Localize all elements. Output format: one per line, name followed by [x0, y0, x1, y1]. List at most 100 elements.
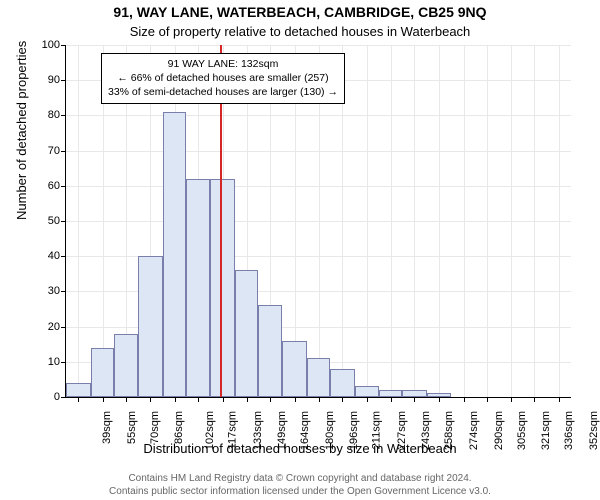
gridline-vertical — [367, 45, 368, 397]
histogram-bar — [186, 179, 211, 397]
x-tick-mark — [270, 397, 271, 402]
x-tick-mark — [175, 397, 176, 402]
histogram-bar — [91, 348, 114, 397]
x-tick-mark — [223, 397, 224, 402]
attribution-footer: Contains HM Land Registry data © Crown c… — [0, 473, 600, 498]
x-tick-label: 133sqm — [252, 411, 264, 450]
y-tick-label: 100 — [42, 39, 60, 51]
histogram-bar — [282, 341, 307, 397]
y-tick-mark — [61, 115, 66, 116]
footer-line-2: Contains public sector information licen… — [109, 486, 491, 497]
x-tick-label: 211sqm — [371, 411, 383, 449]
x-tick-label: 305sqm — [516, 411, 528, 450]
y-tick-mark — [61, 327, 66, 328]
gridline-vertical — [78, 45, 79, 397]
gridline-vertical — [439, 45, 440, 397]
x-tick-label: 258sqm — [444, 411, 456, 450]
x-tick-mark — [367, 397, 368, 402]
gridline-vertical — [559, 45, 560, 397]
x-tick-mark — [487, 397, 488, 402]
y-axis-label: Number of detached properties — [14, 41, 29, 220]
histogram-bar — [307, 358, 330, 397]
x-tick-label: 196sqm — [348, 411, 360, 450]
histogram-bar — [66, 383, 91, 397]
histogram-bar — [355, 386, 380, 397]
x-tick-mark — [295, 397, 296, 402]
x-tick-label: 70sqm — [149, 411, 161, 444]
y-tick-label: 40 — [48, 250, 60, 262]
x-tick-mark — [319, 397, 320, 402]
y-tick-label: 90 — [48, 74, 60, 86]
gridline-vertical — [487, 45, 488, 397]
y-tick-label: 30 — [48, 285, 60, 297]
histogram-bar — [402, 390, 427, 397]
y-tick-mark — [61, 397, 66, 398]
callout-box: 91 WAY LANE: 132sqm← 66% of detached hou… — [101, 53, 345, 104]
x-tick-label: 55sqm — [126, 411, 138, 444]
histogram-bar — [258, 305, 283, 397]
histogram-bar — [210, 179, 235, 397]
gridline-vertical — [391, 45, 392, 397]
footer-line-1: Contains HM Land Registry data © Crown c… — [128, 473, 471, 484]
x-tick-label: 274sqm — [468, 411, 480, 450]
gridline-vertical — [414, 45, 415, 397]
x-tick-mark — [126, 397, 127, 402]
y-tick-label: 50 — [48, 215, 60, 227]
y-tick-mark — [61, 256, 66, 257]
gridline-vertical — [534, 45, 535, 397]
y-tick-label: 0 — [54, 391, 60, 403]
x-tick-label: 102sqm — [204, 411, 216, 450]
x-tick-mark — [559, 397, 560, 402]
histogram-bar — [330, 369, 355, 397]
y-tick-mark — [61, 221, 66, 222]
histogram-bar — [235, 270, 258, 397]
x-tick-label: 86sqm — [173, 411, 185, 444]
x-tick-label: 321sqm — [540, 411, 552, 450]
x-tick-label: 336sqm — [563, 411, 575, 450]
x-tick-label: 39sqm — [101, 411, 113, 444]
y-tick-mark — [61, 45, 66, 46]
x-tick-label: 164sqm — [299, 411, 311, 450]
y-tick-mark — [61, 362, 66, 363]
y-tick-mark — [61, 80, 66, 81]
x-tick-label: 290sqm — [493, 411, 505, 450]
x-tick-label: 227sqm — [396, 411, 408, 450]
histogram-bar — [427, 393, 452, 397]
histogram-bar — [138, 256, 163, 397]
x-tick-mark — [511, 397, 512, 402]
histogram-bar — [163, 112, 186, 397]
gridline-vertical — [511, 45, 512, 397]
y-tick-label: 10 — [48, 356, 60, 368]
x-tick-mark — [247, 397, 248, 402]
x-tick-label: 149sqm — [276, 411, 288, 450]
y-tick-mark — [61, 186, 66, 187]
histogram-bar — [114, 334, 139, 397]
y-tick-label: 20 — [48, 321, 60, 333]
x-tick-mark — [103, 397, 104, 402]
x-tick-mark — [414, 397, 415, 402]
histogram-bar — [379, 390, 402, 397]
callout-line-1: 91 WAY LANE: 132sqm — [108, 57, 338, 71]
x-tick-label: 243sqm — [421, 411, 433, 450]
x-tick-label: 117sqm — [226, 411, 238, 449]
y-tick-mark — [61, 291, 66, 292]
plot-area: 91 WAY LANE: 132sqm← 66% of detached hou… — [65, 45, 571, 398]
x-tick-mark — [342, 397, 343, 402]
callout-line-3: 33% of semi-detached houses are larger (… — [108, 85, 338, 99]
x-tick-mark — [150, 397, 151, 402]
x-tick-label: 180sqm — [324, 411, 336, 450]
gridline-vertical — [464, 45, 465, 397]
x-tick-mark — [391, 397, 392, 402]
y-tick-mark — [61, 151, 66, 152]
chart-title: 91, WAY LANE, WATERBEACH, CAMBRIDGE, CB2… — [0, 4, 600, 20]
chart-container: 91, WAY LANE, WATERBEACH, CAMBRIDGE, CB2… — [0, 0, 600, 500]
callout-line-2: ← 66% of detached houses are smaller (25… — [108, 71, 338, 85]
y-tick-label: 60 — [48, 180, 60, 192]
y-tick-label: 80 — [48, 109, 60, 121]
chart-subtitle: Size of property relative to detached ho… — [0, 24, 600, 39]
y-tick-label: 70 — [48, 145, 60, 157]
x-tick-mark — [198, 397, 199, 402]
x-tick-mark — [464, 397, 465, 402]
x-tick-mark — [534, 397, 535, 402]
x-tick-mark — [439, 397, 440, 402]
